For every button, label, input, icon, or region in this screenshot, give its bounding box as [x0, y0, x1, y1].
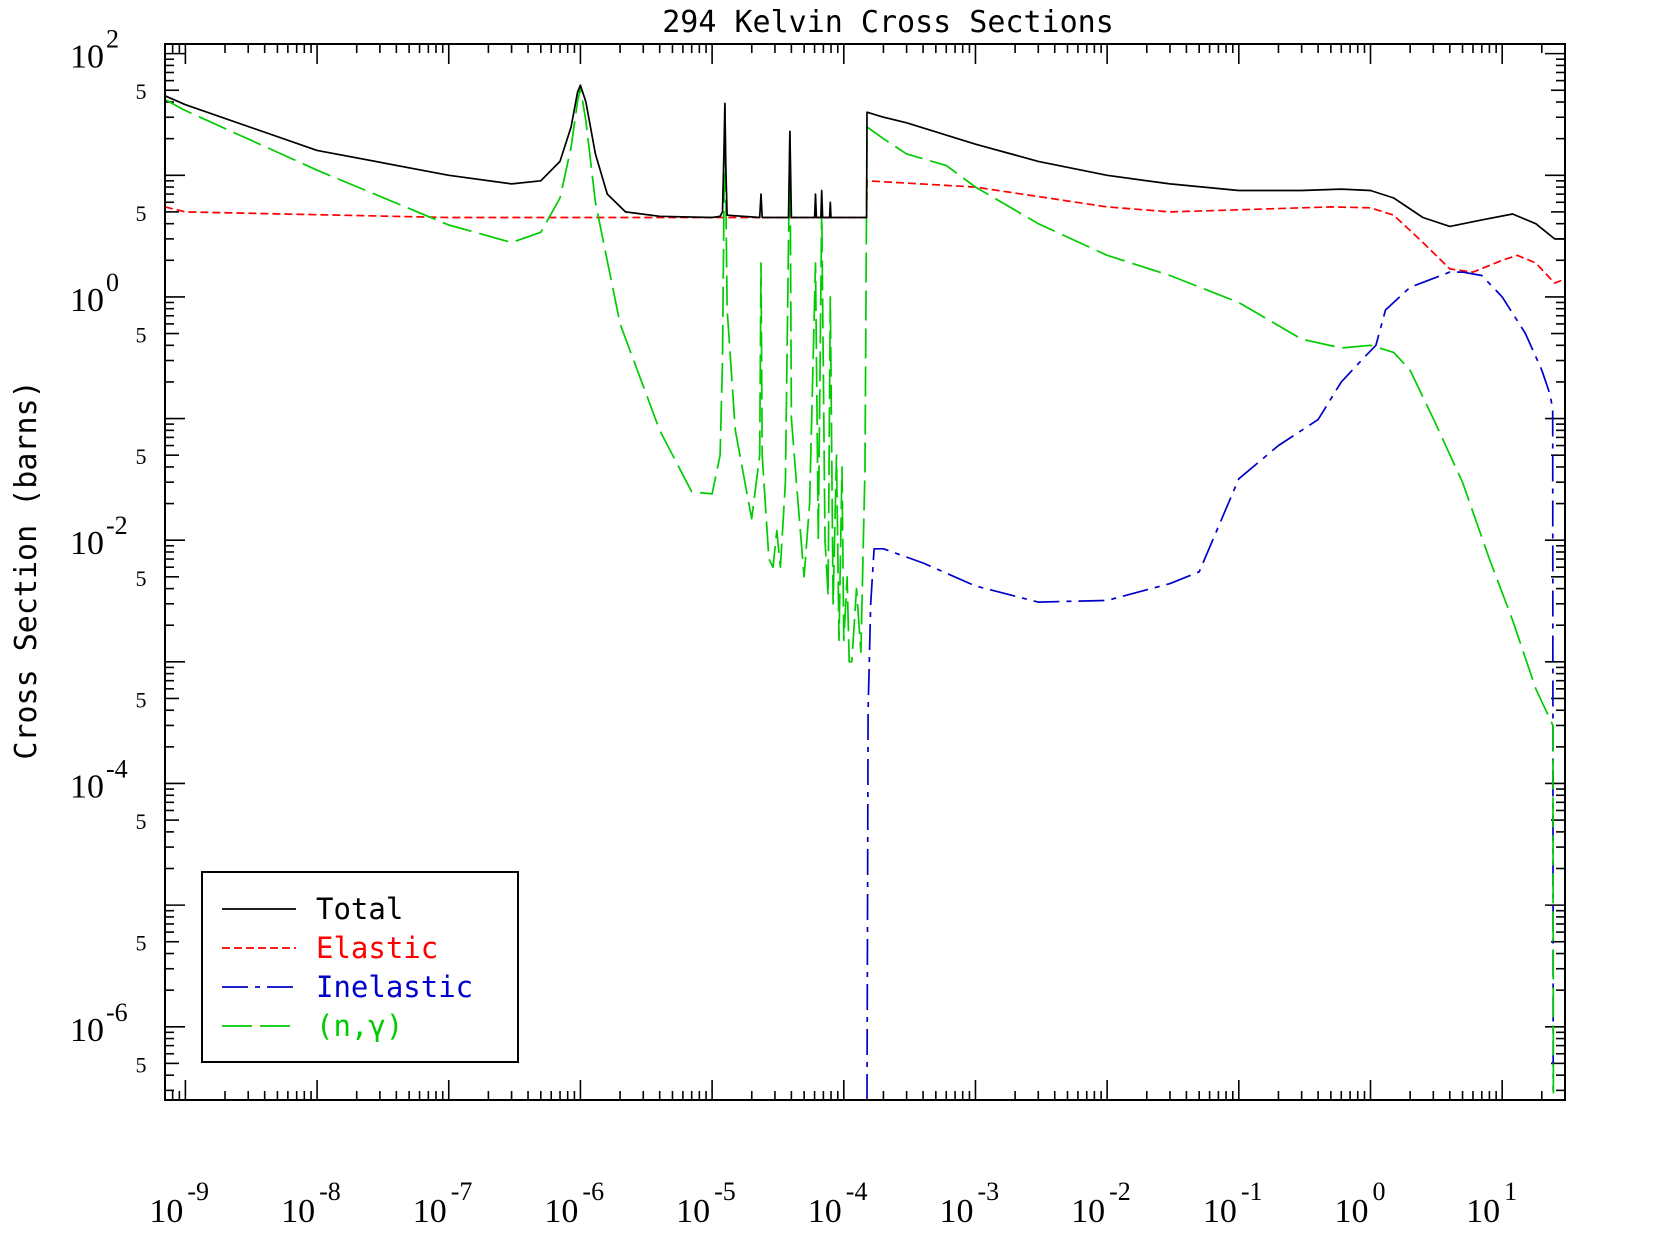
legend-entry: Total	[222, 892, 403, 926]
legend: Total Elastic Inelastic (n,γ)	[201, 871, 519, 1063]
legend-entry: Inelastic	[222, 970, 473, 1004]
svg-text:-7: -7	[451, 1177, 473, 1206]
svg-text:10: 10	[544, 1193, 578, 1230]
series-line-elastic	[165, 179, 1565, 284]
x-tick-label: 10-5	[676, 1177, 736, 1230]
legend-entry: (n,γ)	[222, 1009, 403, 1043]
legend-box	[201, 871, 519, 1063]
svg-text:10: 10	[70, 282, 104, 319]
svg-text:10: 10	[676, 1193, 710, 1230]
svg-text:1: 1	[1504, 1177, 1517, 1206]
y-minor-tick-label: 5	[136, 1052, 147, 1077]
svg-text:10: 10	[149, 1193, 183, 1230]
x-tick-label: 101	[1466, 1177, 1517, 1230]
y-minor-tick-label: 5	[136, 201, 147, 226]
y-tick-label: 10 -6	[70, 998, 128, 1049]
y-minor-tick-label: 5	[136, 809, 147, 834]
x-tick-label: 10-7	[413, 1177, 473, 1230]
svg-text:10: 10	[413, 1193, 447, 1230]
legend-label: Inelastic	[316, 970, 473, 1004]
svg-text:0: 0	[106, 268, 119, 297]
axis-ticks	[164, 44, 1566, 1100]
svg-text:10: 10	[70, 39, 104, 76]
legend-label: Total	[316, 892, 403, 926]
tick-labels: 10-910-810-710-610-510-410-310-210-11001…	[70, 25, 1517, 1230]
y-minor-tick-label: 5	[136, 931, 147, 956]
svg-text:10: 10	[939, 1193, 973, 1230]
svg-text:10: 10	[808, 1193, 842, 1230]
legend-label: (n,γ)	[316, 1009, 403, 1043]
svg-text:10: 10	[281, 1193, 315, 1230]
svg-text:-3: -3	[977, 1177, 999, 1206]
svg-text:10: 10	[70, 1012, 104, 1049]
svg-text:-4: -4	[846, 1177, 868, 1206]
svg-text:-8: -8	[319, 1177, 341, 1206]
x-tick-label: 10-2	[1071, 1177, 1131, 1230]
svg-text:10: 10	[1071, 1193, 1105, 1230]
series-line-total	[165, 84, 1565, 240]
legend-entry: Elastic	[222, 931, 438, 965]
plot-frame	[164, 43, 1566, 1101]
svg-text:10: 10	[1466, 1193, 1500, 1230]
x-tick-label: 10-1	[1203, 1177, 1263, 1230]
svg-text:-6: -6	[582, 1177, 604, 1206]
chart-title: 294 Kelvin Cross Sections	[662, 5, 1114, 40]
y-tick-label: 10 2	[70, 25, 119, 76]
svg-text:-5: -5	[714, 1177, 736, 1206]
y-axis-label: Cross Section (barns)	[9, 380, 44, 759]
legend-label: Elastic	[316, 931, 438, 965]
svg-text:2: 2	[106, 25, 119, 54]
svg-text:-4: -4	[106, 754, 128, 783]
y-tick-label: 10 -4	[70, 754, 128, 805]
x-tick-label: 10-8	[281, 1177, 341, 1230]
svg-text:-1: -1	[1241, 1177, 1263, 1206]
svg-text:10: 10	[1203, 1193, 1237, 1230]
y-minor-tick-label: 5	[136, 566, 147, 591]
x-tick-label: 100	[1334, 1177, 1385, 1230]
svg-text:10: 10	[70, 768, 104, 805]
x-tick-label: 10-4	[808, 1177, 868, 1230]
svg-text:-2: -2	[1109, 1177, 1131, 1206]
svg-text:0: 0	[1372, 1177, 1385, 1206]
y-minor-tick-label: 5	[136, 687, 147, 712]
svg-text:-9: -9	[187, 1177, 209, 1206]
x-tick-label: 10-3	[939, 1177, 999, 1230]
x-tick-label: 10-6	[544, 1177, 604, 1230]
svg-text:10: 10	[1334, 1193, 1368, 1230]
y-minor-tick-label: 5	[136, 444, 147, 469]
x-tick-label: 10-9	[149, 1177, 209, 1230]
y-tick-label: 10 0	[70, 268, 119, 319]
plot-area	[165, 84, 1565, 1100]
y-minor-tick-label: 5	[136, 323, 147, 348]
y-minor-tick-label: 5	[136, 79, 147, 104]
svg-text:-2: -2	[106, 511, 128, 540]
svg-text:10: 10	[70, 525, 104, 562]
y-tick-label: 10 -2	[70, 511, 128, 562]
svg-text:-6: -6	[106, 998, 128, 1027]
